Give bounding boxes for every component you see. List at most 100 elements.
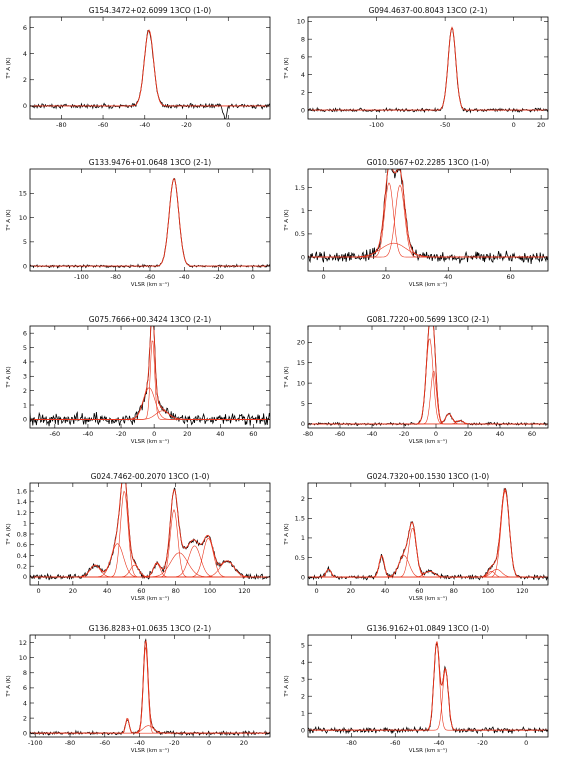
x-tick-label: -60 [98, 121, 109, 129]
y-axis-label: T* A (K) [284, 209, 290, 231]
y-tick-label: 0.4 [17, 552, 27, 560]
x-tick-label: 0 [251, 273, 255, 281]
y-axis-label: T* A (K) [6, 209, 12, 231]
x-tick-label: 0 [512, 121, 516, 129]
observed-spectrum-line [30, 483, 270, 581]
observed-spectrum-line [30, 326, 270, 427]
plot-frame [307, 325, 549, 429]
plot-frame [307, 16, 549, 120]
gaussian-fit-line [30, 177, 270, 267]
x-tick-label: -60 [145, 273, 156, 281]
y-tick-label: 4 [23, 699, 27, 707]
y-axis-label: T* A (K) [6, 675, 12, 697]
y-axis-label: T* A (K) [284, 366, 290, 388]
x-tick-label: 0 [37, 587, 41, 595]
x-tick-label: 100 [204, 587, 216, 595]
observed-spectrum-line [308, 326, 548, 427]
y-tick-label: 10 [297, 379, 305, 387]
x-tick-label: -40 [134, 739, 145, 747]
x-tick-label: -100 [369, 121, 384, 129]
y-axis-label: T* A (K) [284, 523, 290, 545]
plot-frame [29, 634, 271, 738]
x-tick-label: 100 [482, 587, 494, 595]
x-tick-label: -20 [213, 273, 224, 281]
x-axis-label: VLSR (km s⁻¹) [131, 438, 169, 445]
x-tick-label: 20 [382, 273, 390, 281]
spectrum-panel-3: G133.9476+01.0648 13CO (2-1) -100 -80 -60 -4… [6, 158, 271, 288]
y-tick-label: 1.5 [295, 515, 305, 523]
x-tick-label: 40 [496, 430, 504, 438]
gaussian-fit-line [308, 487, 548, 578]
y-tick-label: 0 [301, 253, 305, 261]
x-tick-label: 80 [450, 587, 458, 595]
y-tick-label: 8 [301, 35, 305, 43]
plot-frame [307, 168, 549, 272]
panel-title: G024.7320+00.1530 13CO (1-0) [367, 472, 490, 481]
x-tick-label: -80 [346, 739, 357, 747]
panel-title: G024.7462-00.2070 13CO (1-0) [91, 472, 210, 481]
gaussian-fit-line [30, 483, 270, 578]
y-tick-label: 0 [301, 106, 305, 114]
y-tick-label: 4 [23, 50, 27, 58]
y-tick-label: 0 [23, 262, 27, 270]
spectrum-panel-5: G075.7666+00.3424 13CO (2-1)-60 -40 -20 0 20… [6, 315, 271, 445]
plot-frame [307, 634, 549, 738]
y-tick-label: 1 [301, 534, 305, 542]
y-tick-label: 20 [297, 339, 305, 347]
gaussian-component-1 [308, 338, 548, 425]
gaussian-component-1 [30, 647, 270, 734]
x-tick-label: -60 [99, 739, 110, 747]
spectrum-panel-1: G154.3472+02.6099 13CO (1-0) -80 -60 -40 -20… [6, 6, 271, 129]
x-tick-label: -20 [477, 739, 488, 747]
y-tick-label: 0.8 [17, 530, 27, 538]
panel-title: G133.9476+01.0648 13CO (2-1) [89, 158, 212, 167]
gaussian-fit-line [30, 29, 270, 107]
panel-title: G094.4637-00.8043 13CO (2-1) [369, 6, 488, 15]
gaussian-component-3 [30, 725, 270, 734]
y-tick-label: 0 [23, 573, 27, 581]
x-tick-label: -20 [169, 739, 180, 747]
x-tick-label: 0 [434, 430, 438, 438]
x-tick-label: -60 [50, 430, 61, 438]
y-tick-label: 0 [301, 420, 305, 428]
spectrum-panel-2: G094.4637-00.8043 13CO (2-1) -100 -50 0 20 0 2… [284, 6, 549, 129]
y-tick-label: 0.5 [295, 554, 305, 562]
spectrum-panel-8: G024.7320+00.1530 13CO (1-0)0 20 40 60 80 100… [284, 472, 549, 602]
x-tick-label: 0 [226, 121, 230, 129]
y-tick-label: 1 [23, 520, 27, 528]
panel-title: G136.8283+01.0635 13CO (2-1) [89, 624, 212, 633]
x-tick-label: -40 [83, 430, 94, 438]
y-tick-label: 1.4 [17, 498, 27, 506]
gaussian-component-7 [308, 490, 548, 578]
x-tick-label: 0 [315, 587, 319, 595]
y-axis-label: T* A (K) [6, 366, 12, 388]
x-tick-label: -80 [110, 273, 121, 281]
y-tick-label: 3 [301, 676, 305, 684]
y-tick-label: 0 [23, 102, 27, 110]
x-tick-label: -100 [28, 739, 43, 747]
gaussian-component-2 [308, 669, 548, 731]
y-tick-label: 0 [301, 727, 305, 735]
y-tick-label: 5 [301, 400, 305, 408]
spectrum-panel-6: G081.7220+00.5699 13CO (2-1) -80 -60 -40 -20… [284, 315, 549, 445]
panel-title: G154.3472+02.6099 13CO (1-0) [89, 6, 212, 15]
y-tick-label: 8 [23, 669, 27, 677]
plot-frame [29, 16, 271, 120]
x-axis-label: VLSR (km s⁻¹) [409, 595, 447, 602]
gaussian-fit-line [30, 326, 270, 420]
y-tick-label: 2 [23, 387, 27, 395]
x-tick-label: 40 [444, 273, 452, 281]
y-tick-label: 4 [301, 659, 305, 667]
y-tick-label: 0 [23, 416, 27, 424]
x-tick-label: -60 [335, 430, 346, 438]
x-tick-label: 60 [415, 587, 423, 595]
x-axis-label: VLSR (km s⁻¹) [409, 747, 447, 754]
y-tick-label: 0.5 [295, 230, 305, 238]
spectrum-panel-7: G024.7462-00.2070 13CO (1-0)0 20 40 60 80 100… [6, 472, 271, 602]
spectrum-panel-10: G136.9162+01.0849 13CO (1-0) -80 -60 -40 -20… [284, 624, 549, 754]
y-tick-label: 4 [301, 71, 305, 79]
observed-spectrum-line [30, 177, 270, 269]
x-tick-label: 120 [238, 587, 250, 595]
y-axis-label: T* A (K) [6, 523, 12, 545]
